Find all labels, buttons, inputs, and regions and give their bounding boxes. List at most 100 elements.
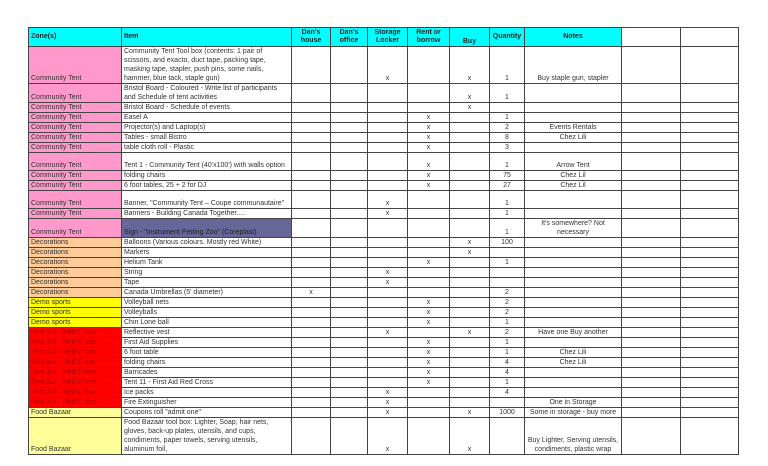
cell-blank[interactable] bbox=[621, 347, 681, 358]
cell-blank[interactable] bbox=[621, 287, 681, 298]
cell-buy[interactable]: x bbox=[449, 417, 490, 455]
cell-zone[interactable]: First Aid - Red Cross bbox=[28, 377, 122, 388]
cell-rent-or-borrow[interactable]: x bbox=[407, 347, 450, 358]
cell-zone[interactable]: Community Tent bbox=[28, 46, 122, 84]
cell-storage-locker[interactable] bbox=[367, 237, 408, 248]
cell-notes[interactable] bbox=[524, 297, 622, 308]
cell-storage-locker[interactable] bbox=[367, 337, 408, 348]
cell-item[interactable]: Fire Extinguisher bbox=[121, 397, 292, 408]
cell-quantity[interactable]: 27 bbox=[489, 180, 525, 191]
cell-item[interactable]: Markers bbox=[121, 247, 292, 258]
cell-dans-office[interactable] bbox=[330, 357, 368, 368]
cell-dans-office[interactable] bbox=[330, 190, 368, 209]
cell-dans-house[interactable] bbox=[291, 377, 331, 388]
cell-quantity[interactable]: 4 bbox=[489, 387, 525, 398]
cell-zone[interactable]: Community Tent bbox=[28, 83, 122, 103]
cell-storage-locker[interactable] bbox=[367, 112, 408, 123]
cell-rent-or-borrow[interactable]: x bbox=[407, 170, 450, 181]
cell-rent-or-borrow[interactable]: x bbox=[407, 297, 450, 308]
cell-dans-house[interactable] bbox=[291, 257, 331, 268]
cell-dans-office[interactable] bbox=[330, 46, 368, 84]
cell-zone[interactable]: First Aid - Red Cross bbox=[28, 397, 122, 408]
cell-blank[interactable] bbox=[680, 218, 739, 238]
cell-blank[interactable] bbox=[680, 327, 739, 338]
cell-storage-locker[interactable] bbox=[367, 307, 408, 318]
cell-blank[interactable] bbox=[621, 152, 681, 171]
cell-blank[interactable] bbox=[621, 317, 681, 328]
header-blank-1[interactable] bbox=[621, 27, 681, 47]
cell-blank[interactable] bbox=[680, 337, 739, 348]
cell-storage-locker[interactable] bbox=[367, 170, 408, 181]
cell-item[interactable]: Helium Tank bbox=[121, 257, 292, 268]
cell-rent-or-borrow[interactable]: x bbox=[407, 112, 450, 123]
cell-quantity[interactable]: 2 bbox=[489, 122, 525, 133]
cell-rent-or-borrow[interactable] bbox=[407, 237, 450, 248]
cell-dans-house[interactable] bbox=[291, 347, 331, 358]
cell-rent-or-borrow[interactable] bbox=[407, 417, 450, 455]
cell-blank[interactable] bbox=[621, 257, 681, 268]
cell-rent-or-borrow[interactable] bbox=[407, 277, 450, 288]
cell-buy[interactable]: x bbox=[449, 46, 490, 84]
cell-item[interactable]: Tape bbox=[121, 277, 292, 288]
cell-item[interactable]: First Aid Supplies bbox=[121, 337, 292, 348]
cell-item[interactable]: Coupons roll "admit one" bbox=[121, 407, 292, 418]
cell-storage-locker[interactable]: x bbox=[367, 46, 408, 84]
cell-item[interactable]: String bbox=[121, 267, 292, 278]
cell-item[interactable]: Canada Umbrellas (5' diameter) bbox=[121, 287, 292, 298]
cell-zone[interactable]: First Aid - Red Cross bbox=[28, 367, 122, 378]
cell-buy[interactable] bbox=[449, 142, 490, 153]
cell-storage-locker[interactable] bbox=[367, 317, 408, 328]
cell-zone[interactable]: Community Tent bbox=[28, 152, 122, 171]
cell-blank[interactable] bbox=[621, 267, 681, 278]
cell-blank[interactable] bbox=[680, 180, 739, 191]
cell-zone[interactable]: Food Bazaar bbox=[28, 417, 122, 455]
cell-blank[interactable] bbox=[680, 142, 739, 153]
cell-dans-house[interactable] bbox=[291, 367, 331, 378]
cell-quantity[interactable]: 1 bbox=[489, 317, 525, 328]
cell-dans-office[interactable] bbox=[330, 267, 368, 278]
cell-dans-office[interactable] bbox=[330, 387, 368, 398]
cell-blank[interactable] bbox=[680, 122, 739, 133]
cell-buy[interactable] bbox=[449, 112, 490, 123]
cell-blank[interactable] bbox=[621, 357, 681, 368]
cell-buy[interactable]: x bbox=[449, 247, 490, 258]
cell-dans-house[interactable] bbox=[291, 112, 331, 123]
cell-buy[interactable] bbox=[449, 317, 490, 328]
cell-notes[interactable] bbox=[524, 377, 622, 388]
cell-zone[interactable]: Community Tent bbox=[28, 190, 122, 209]
cell-quantity[interactable]: 1 bbox=[489, 190, 525, 209]
cell-quantity[interactable]: 2 bbox=[489, 297, 525, 308]
cell-zone[interactable]: First Aid - Red Cross bbox=[28, 337, 122, 348]
cell-rent-or-borrow[interactable]: x bbox=[407, 367, 450, 378]
cell-dans-office[interactable] bbox=[330, 407, 368, 418]
cell-blank[interactable] bbox=[680, 297, 739, 308]
cell-storage-locker[interactable] bbox=[367, 257, 408, 268]
cell-blank[interactable] bbox=[621, 307, 681, 318]
cell-notes[interactable]: Chez Lili bbox=[524, 347, 622, 358]
cell-item[interactable]: Bristol Board - Coloured - Write list of… bbox=[121, 83, 292, 103]
cell-item[interactable]: Chin Lone ball bbox=[121, 317, 292, 328]
cell-quantity[interactable]: 2 bbox=[489, 327, 525, 338]
cell-quantity[interactable]: 1 bbox=[489, 257, 525, 268]
cell-rent-or-borrow[interactable]: x bbox=[407, 142, 450, 153]
cell-item[interactable]: Ice packs bbox=[121, 387, 292, 398]
cell-zone[interactable]: First Aid - Red Cross bbox=[28, 357, 122, 368]
cell-zone[interactable]: Decorations bbox=[28, 257, 122, 268]
cell-quantity[interactable]: 100 bbox=[489, 237, 525, 248]
cell-blank[interactable] bbox=[680, 132, 739, 143]
cell-storage-locker[interactable]: x bbox=[367, 267, 408, 278]
cell-blank[interactable] bbox=[680, 112, 739, 123]
cell-blank[interactable] bbox=[621, 180, 681, 191]
cell-dans-house[interactable] bbox=[291, 357, 331, 368]
cell-blank[interactable] bbox=[680, 190, 739, 209]
cell-item[interactable]: Bristol Board - Schedule of events bbox=[121, 102, 292, 113]
cell-zone[interactable]: Community Tent bbox=[28, 170, 122, 181]
cell-blank[interactable] bbox=[680, 257, 739, 268]
cell-item[interactable]: folding chairs bbox=[121, 170, 292, 181]
cell-zone[interactable]: First Aid - Red Cross bbox=[28, 387, 122, 398]
cell-rent-or-borrow[interactable] bbox=[407, 218, 450, 238]
cell-blank[interactable] bbox=[680, 317, 739, 328]
cell-quantity[interactable]: 1 bbox=[489, 46, 525, 84]
cell-notes[interactable] bbox=[524, 267, 622, 278]
cell-blank[interactable] bbox=[621, 132, 681, 143]
